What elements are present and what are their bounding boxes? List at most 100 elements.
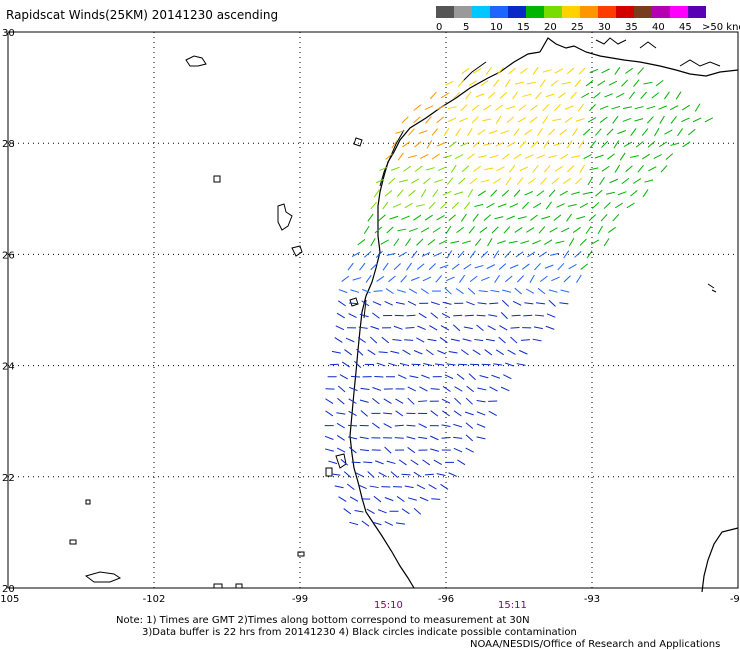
wind-barb [392,203,402,208]
wind-barb [588,214,597,222]
wind-barb [336,447,346,453]
wind-barb [670,115,677,124]
wind-barb [475,93,485,98]
wind-barb [494,216,504,220]
legend-swatch [670,6,688,18]
wind-barb [453,436,463,439]
wind-barb [611,105,621,110]
wind-barb [354,360,362,369]
wind-barb [601,165,610,172]
wind-barb [653,154,662,160]
wind-barb [396,289,406,293]
wind-barb [587,176,594,186]
wind-barb [450,164,457,173]
wind-barb [599,105,609,110]
wind-barb [344,349,352,356]
wind-barb [526,227,535,233]
wind-barb [367,213,374,222]
wind-barb [519,166,529,172]
wind-barb [550,252,560,256]
wind-barb [446,177,454,185]
wind-barb [461,165,470,173]
wind-barb [647,140,656,148]
legend-swatch [580,6,598,18]
note-line-3: NOAA/NESDIS/Office of Research and Appli… [470,639,721,650]
wind-barb [390,350,400,354]
wind-barb [467,287,476,295]
wind-barb [455,128,462,137]
wind-barb [362,288,371,294]
wind-barb [397,152,404,161]
wind-barb [477,190,487,197]
wind-barb [612,115,619,124]
wind-barb [472,140,480,148]
wind-barb [450,240,460,244]
wind-barb [537,128,543,137]
wind-barb [408,189,416,197]
wind-barb [436,116,444,124]
wind-barb [456,373,465,380]
wind-barb [568,238,575,247]
wind-barb [407,447,416,454]
wind-barb [363,225,370,234]
lon-tick-label: -105 [0,594,19,605]
wind-barb [349,302,359,305]
wind-barb [492,79,500,87]
wind-barb [405,327,415,329]
wind-barb [609,178,619,184]
wind-barb [532,239,541,245]
wind-barb [660,165,668,173]
wind-barb [567,165,575,173]
wind-barb [393,263,401,271]
wind-barb [430,301,440,306]
wind-barb [474,238,482,247]
wind-barb [386,226,394,234]
legend-swatch [598,6,616,18]
gulf-coastline [349,37,739,589]
wind-barb [692,117,702,123]
wind-barb [567,204,577,207]
wind-barb [485,338,495,342]
wind-barb [514,227,523,233]
legend-swatch [652,6,670,18]
wind-barb [343,471,352,478]
lat-tick-label: 26 [2,250,15,261]
wind-barb [554,165,563,172]
wind-barb [508,240,518,244]
wind-barb [520,240,530,245]
wind-barb [439,337,448,344]
wind-barb [477,387,487,391]
wind-barb [377,509,387,514]
inland-lakes [185,55,363,477]
wind-barb [482,118,492,122]
wind-barb [388,275,396,283]
wind-barb [529,274,535,284]
wind-barb [439,264,449,269]
wind-barb [502,289,512,293]
wind-barb [436,105,445,111]
wind-barb [513,153,522,160]
wind-barb [465,434,474,442]
wind-barb [408,288,418,294]
wind-barb [372,397,380,405]
wind-barb [664,129,673,135]
wind-barb [621,79,629,87]
legend-swatch [526,6,544,18]
wind-barb [401,215,410,220]
wind-barb [343,508,352,515]
wind-barb [455,288,464,295]
wind-barb [385,153,393,160]
wind-barb [442,154,452,159]
wind-barb [348,436,358,440]
wind-barb [384,446,392,454]
wind-barb [663,91,670,100]
wind-barb [446,276,455,282]
wind-barb [521,263,530,270]
wind-barb [448,350,458,354]
wind-barb [415,204,425,207]
wind-barb [505,275,513,283]
wind-barb [597,225,603,235]
wind-barb [454,386,463,392]
wind-barb [518,104,527,111]
wind-barb [453,91,461,99]
